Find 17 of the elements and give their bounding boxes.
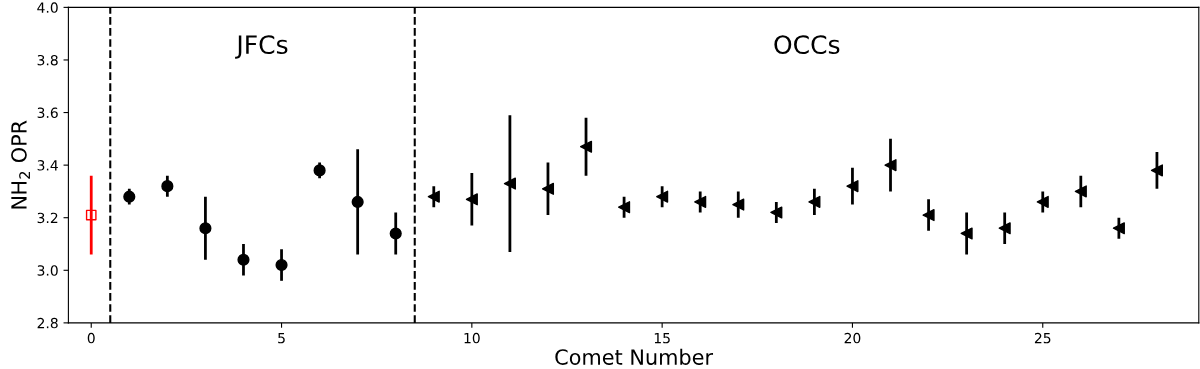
y-axis-title: NH$_{2}$ OPR: [11, 120, 30, 209]
x-tick-label: 15: [654, 333, 670, 344]
x-tick-label: 25: [1034, 332, 1051, 344]
x-tick-label: 20: [844, 332, 861, 344]
y-tick-label: 3.2: [37, 212, 58, 224]
x-axis-title: Comet Number: [555, 348, 714, 365]
annotation: JFCs: [235, 35, 288, 59]
y-tick-label: 3.0: [37, 265, 58, 276]
y-tick-label: 3.6: [37, 107, 58, 119]
y-tick-label: 3.8: [37, 54, 58, 66]
x-tick-label: 10: [464, 332, 480, 344]
y-tick-label: 3.4: [37, 160, 58, 171]
x-tick-label: 0: [87, 332, 95, 344]
annotation: OCCs: [774, 35, 840, 55]
y-tick-label: 2.8: [37, 317, 58, 329]
x-tick-label: 5: [278, 333, 285, 344]
y-tick-label: 4.0: [37, 2, 58, 13]
